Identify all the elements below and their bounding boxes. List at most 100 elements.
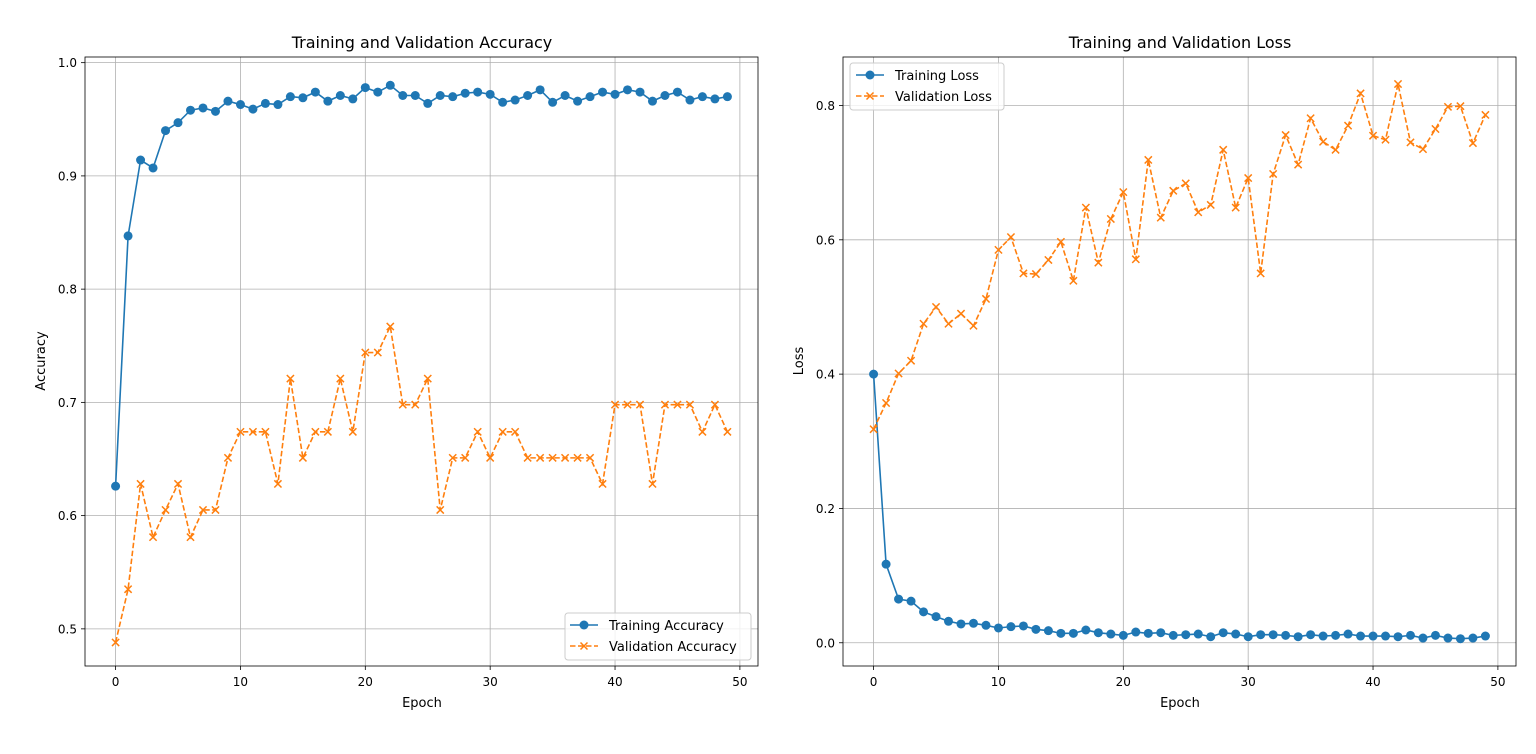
training-accuracy-point bbox=[448, 92, 458, 102]
validation-accuracy-point bbox=[623, 400, 632, 409]
training-loss-point bbox=[1430, 630, 1440, 640]
training-accuracy-point bbox=[535, 85, 545, 95]
validation-loss-point bbox=[1031, 269, 1041, 279]
validation-loss-point bbox=[1306, 114, 1315, 123]
validation-loss-point bbox=[881, 398, 891, 408]
training-accuracy-point bbox=[385, 80, 395, 90]
loss-y-tick-label: 0.8 bbox=[816, 99, 835, 113]
validation-loss-point bbox=[1431, 124, 1440, 134]
validation-accuracy-point bbox=[311, 427, 320, 436]
training-loss-point bbox=[1181, 630, 1191, 640]
validation-loss-point bbox=[1443, 102, 1453, 111]
loss-legend-train-label: Training Loss bbox=[894, 69, 979, 84]
loss-legend-val-label: Validation Loss bbox=[895, 90, 992, 105]
training-accuracy-point bbox=[610, 89, 620, 99]
validation-accuracy-point bbox=[173, 479, 183, 489]
loss-plot-area: 0 10 20 30 40 50 0.0 0.2 0.4 0.6 0.8 bbox=[816, 56, 1517, 689]
loss-axes-frame bbox=[842, 56, 1517, 667]
accuracy-legend-train-label: Training Accuracy bbox=[608, 619, 724, 634]
validation-accuracy-line bbox=[114, 323, 729, 643]
training-loss-point bbox=[1068, 628, 1078, 638]
training-accuracy-point bbox=[710, 94, 720, 104]
validation-accuracy-point bbox=[560, 453, 570, 462]
training-accuracy-point bbox=[323, 96, 333, 106]
training-accuracy-point bbox=[672, 87, 682, 97]
validation-loss-point bbox=[1318, 137, 1328, 146]
accuracy-y-tick-label: 0.9 bbox=[58, 169, 77, 183]
validation-accuracy-point bbox=[423, 374, 432, 383]
loss-legend-train-marker bbox=[865, 70, 875, 80]
validation-accuracy-point bbox=[511, 427, 520, 436]
training-accuracy-point bbox=[460, 88, 470, 98]
accuracy-x-axis-label: Epoch bbox=[402, 696, 442, 711]
training-loss-point bbox=[1356, 631, 1366, 641]
training-accuracy-point bbox=[423, 98, 433, 108]
loss-x-tick-label: 10 bbox=[991, 675, 1006, 689]
validation-accuracy-point bbox=[448, 453, 457, 462]
training-accuracy-point bbox=[373, 87, 383, 97]
accuracy-x-tick-label: 20 bbox=[358, 675, 373, 689]
validation-accuracy-point bbox=[286, 374, 295, 383]
validation-accuracy-point bbox=[198, 505, 208, 515]
training-accuracy-point bbox=[473, 87, 483, 97]
loss-x-tick-label: 0 bbox=[870, 675, 878, 689]
validation-accuracy-point bbox=[486, 453, 495, 462]
validation-loss-point bbox=[1393, 79, 1403, 89]
validation-accuracy-point bbox=[710, 400, 720, 409]
accuracy-y-tick-label: 0.8 bbox=[58, 283, 77, 297]
validation-loss-point bbox=[1094, 258, 1103, 267]
validation-loss-point bbox=[1219, 145, 1228, 154]
training-accuracy-point bbox=[223, 96, 233, 106]
validation-accuracy-point bbox=[685, 400, 695, 409]
validation-accuracy-point bbox=[348, 427, 357, 436]
validation-loss-point bbox=[981, 294, 991, 304]
validation-accuracy-point bbox=[411, 400, 420, 409]
training-loss-point bbox=[968, 618, 978, 628]
training-accuracy-point bbox=[161, 126, 171, 136]
training-loss-point bbox=[881, 559, 891, 569]
training-loss-point bbox=[1293, 632, 1303, 642]
training-loss-point bbox=[1256, 630, 1266, 640]
validation-loss-point bbox=[1468, 138, 1478, 148]
validation-accuracy-point bbox=[398, 400, 407, 409]
training-loss-point bbox=[906, 596, 916, 606]
validation-loss-point bbox=[1081, 203, 1090, 212]
validation-accuracy-point bbox=[436, 505, 445, 515]
training-accuracy-point bbox=[198, 103, 208, 113]
loss-x-tick-label: 30 bbox=[1241, 675, 1256, 689]
loss-y-tick-label: 0.0 bbox=[816, 636, 835, 650]
validation-accuracy-point bbox=[498, 427, 507, 436]
accuracy-y-tick-label: 0.7 bbox=[58, 396, 77, 410]
loss-y-axis-label: Loss bbox=[792, 347, 807, 376]
training-loss-point bbox=[1143, 628, 1153, 638]
training-accuracy-point bbox=[498, 97, 508, 107]
validation-loss-point bbox=[919, 319, 928, 328]
training-accuracy-point bbox=[248, 104, 258, 114]
training-loss-point bbox=[981, 620, 991, 630]
training-loss-point bbox=[1268, 630, 1278, 640]
training-loss-point bbox=[956, 619, 966, 629]
training-loss-point bbox=[1118, 630, 1128, 640]
validation-accuracy-point bbox=[211, 505, 220, 515]
training-loss-point bbox=[1368, 631, 1378, 641]
validation-accuracy-point bbox=[298, 453, 308, 462]
loss-legend-box bbox=[849, 62, 1005, 111]
validation-loss-point bbox=[1169, 186, 1178, 195]
accuracy-legend: Training Accuracy Validation Accuracy bbox=[564, 612, 752, 661]
validation-loss-point bbox=[1381, 135, 1390, 144]
training-loss-point bbox=[1131, 627, 1141, 637]
training-accuracy-point bbox=[310, 87, 320, 97]
validation-loss-point bbox=[1156, 213, 1165, 222]
training-accuracy-point bbox=[598, 87, 608, 97]
validation-loss-point bbox=[1368, 131, 1378, 140]
training-loss-point bbox=[1018, 621, 1028, 631]
validation-accuracy-point bbox=[648, 479, 657, 489]
training-accuracy-point bbox=[722, 92, 732, 102]
training-loss-point bbox=[1056, 628, 1066, 638]
training-accuracy-point bbox=[335, 91, 345, 101]
validation-accuracy-point bbox=[123, 585, 133, 594]
validation-loss-point bbox=[1256, 269, 1265, 278]
validation-accuracy-point bbox=[635, 400, 645, 409]
validation-loss-point bbox=[906, 356, 916, 365]
